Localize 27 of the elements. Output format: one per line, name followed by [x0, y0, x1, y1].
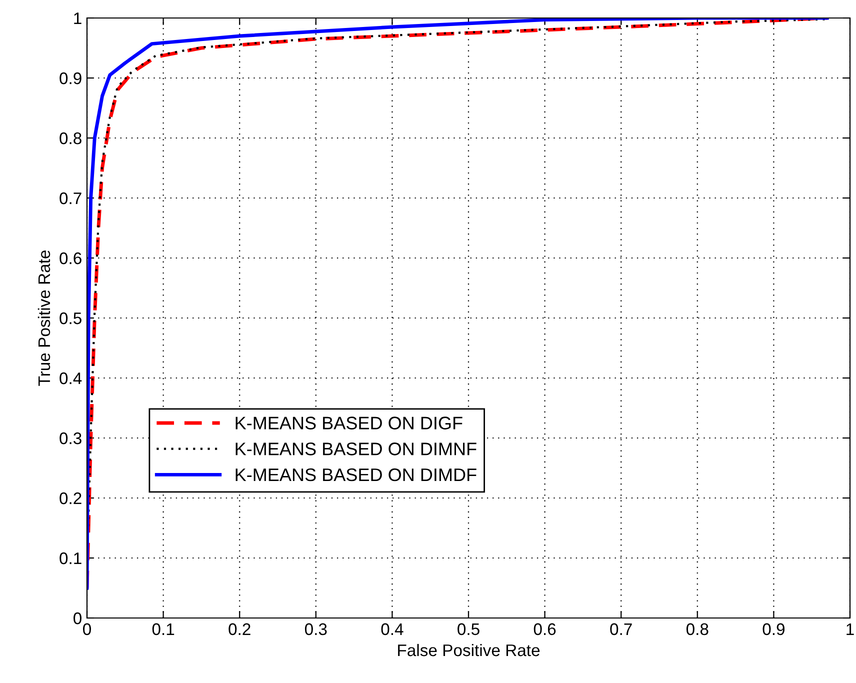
legend-label: K-MEANS BASED ON DIMDF	[236, 468, 476, 482]
x-tick-label: 0.3	[304, 623, 327, 636]
x-tick-label: 0.9	[762, 623, 784, 636]
x-tick-label: 0.5	[458, 623, 480, 636]
y-tick-label: 0	[74, 612, 82, 624]
y-tick-label: 0.8	[60, 132, 82, 144]
x-axis-title: False Positive Rate	[398, 644, 540, 656]
y-tick-label: 0.2	[60, 492, 82, 504]
x-tick-label: 1	[846, 623, 854, 635]
y-tick-label: 0.3	[60, 432, 82, 444]
y-tick-label: 0.4	[60, 372, 82, 384]
y-tick-label: 0.5	[60, 312, 82, 324]
legend-label: K-MEANS BASED ON DIMNF	[236, 442, 476, 456]
x-tick-label: 0.2	[228, 623, 250, 636]
legend-label: K-MEANS BASED ON DIGF	[236, 416, 462, 430]
x-tick-label: 0.1	[152, 623, 174, 636]
x-tick-label: 0	[83, 623, 91, 636]
x-tick-label: 0.4	[381, 623, 404, 636]
y-tick-label: 0.6	[60, 252, 82, 264]
y-tick-label: 0.9	[60, 72, 82, 84]
y-tick-label: 0.7	[60, 192, 82, 204]
x-tick-label: 0.6	[534, 623, 556, 636]
x-tick-label: 0.7	[610, 623, 632, 636]
x-tick-label: 0.8	[686, 623, 708, 636]
y-tick-label: 1	[74, 12, 82, 24]
y-axis-title: True Positive Rate	[38, 250, 50, 386]
y-tick-label: 0.1	[60, 552, 82, 564]
